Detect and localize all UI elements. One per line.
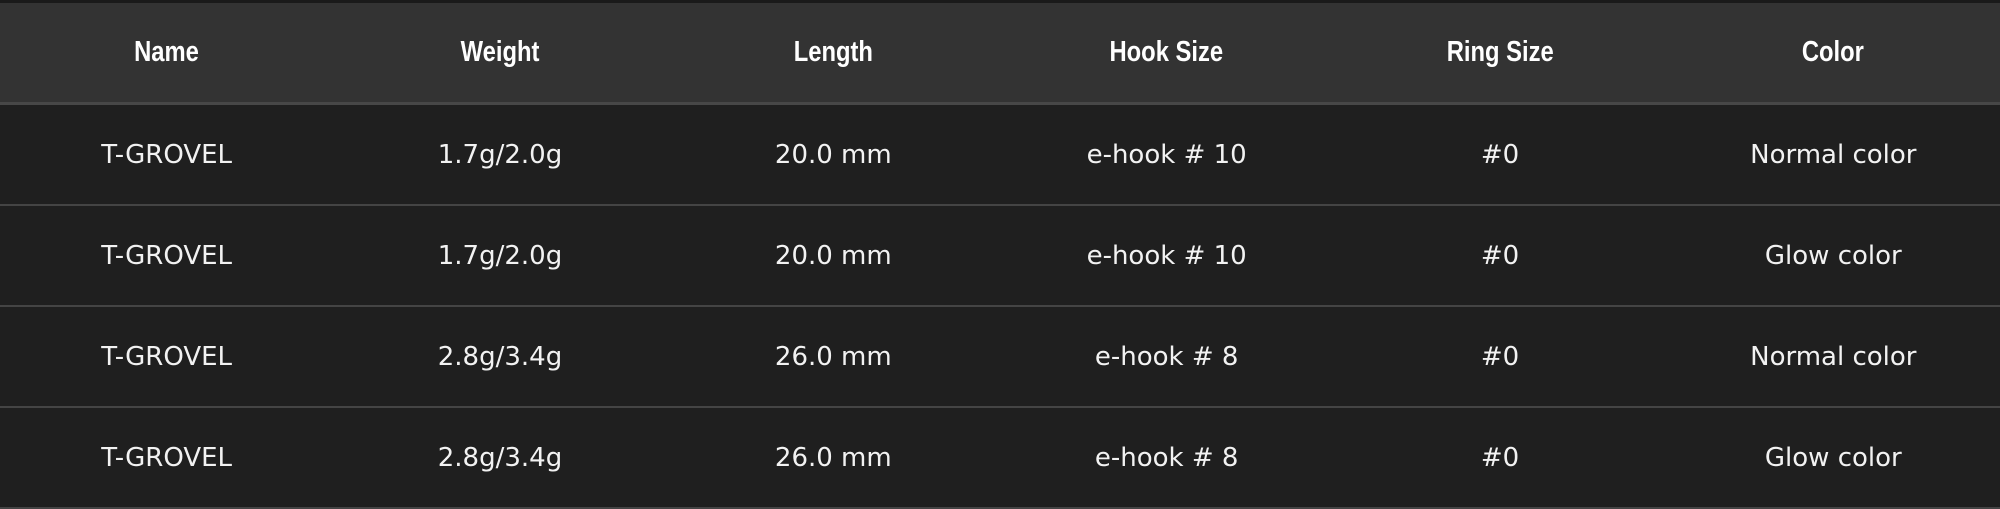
cell-name: T-GROVEL <box>0 306 334 408</box>
cell-weight: 1.7g/2.0g <box>333 103 667 206</box>
cell-name: T-GROVEL <box>0 205 334 307</box>
header-name: Name <box>0 3 334 105</box>
cell-color: Glow color <box>1666 205 2000 307</box>
cell-length: 26.0 mm <box>666 407 1000 509</box>
cell-hook-size: e-hook # 8 <box>999 306 1334 408</box>
cell-length: 20.0 mm <box>666 205 1000 307</box>
header-weight: Weight <box>333 3 667 105</box>
cell-length: 20.0 mm <box>666 103 1000 206</box>
cell-hook-size: e-hook # 8 <box>999 407 1334 509</box>
cell-length: 26.0 mm <box>666 306 1000 408</box>
table-row: T-GROVEL 2.8g/3.4g 26.0 mm e-hook # 8 #0 Glow… <box>0 407 2000 509</box>
cell-name: T-GROVEL <box>0 407 334 509</box>
top-border <box>0 0 2000 3</box>
cell-color: Glow color <box>1666 407 2000 509</box>
cell-hook-size: e-hook # 10 <box>999 103 1334 206</box>
header-row: Name Weight Length Hook Size Ring Size C… <box>0 3 2000 105</box>
cell-weight: 2.8g/3.4g <box>333 407 667 509</box>
cell-weight: 1.7g/2.0g <box>333 205 667 307</box>
cell-hook-size: e-hook # 10 <box>999 205 1334 307</box>
table-row: T-GROVEL 2.8g/3.4g 26.0 mm e-hook # 8 #0 Norm… <box>0 306 2000 408</box>
cell-color: Normal color <box>1666 306 2000 408</box>
cell-ring-size: #0 <box>1333 407 1667 509</box>
cell-weight: 2.8g/3.4g <box>333 306 667 408</box>
header-ring-size: Ring Size <box>1333 3 1667 105</box>
cell-ring-size: #0 <box>1333 103 1667 206</box>
cell-ring-size: #0 <box>1333 306 1667 408</box>
cell-name: T-GROVEL <box>0 103 334 206</box>
cell-ring-size: #0 <box>1333 205 1667 307</box>
spec-table: Name Weight Length Hook Size Ring Size C… <box>0 3 2000 509</box>
cell-color: Normal color <box>1666 103 2000 206</box>
table-row: T-GROVEL 1.7g/2.0g 20.0 mm e-hook # 10 #0 Glo… <box>0 205 2000 307</box>
header-hook-size: Hook Size <box>999 3 1334 105</box>
table-row: T-GROVEL 1.7g/2.0g 20.0 mm e-hook # 10 #0 Nor… <box>0 103 2000 206</box>
header-length: Length <box>666 3 1000 105</box>
header-color: Color <box>1666 3 2000 105</box>
